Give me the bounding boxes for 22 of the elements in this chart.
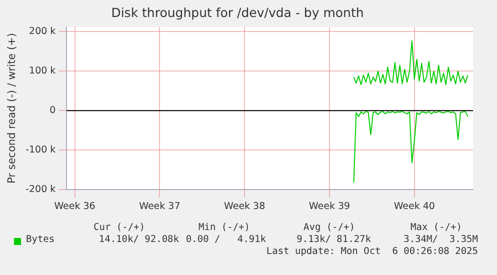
x-tick-label: Week 36 (54, 200, 96, 212)
text: Last update: Mon Oct 6 00:26:08 2025 (266, 246, 478, 257)
x-tick-label: Week 38 (224, 200, 266, 212)
y-tick-label: -200 k (26, 184, 56, 196)
text: Avg (-/+) (304, 222, 355, 233)
x-tick-label: Week 40 (394, 200, 435, 212)
text: 3.34M/ 3.35M (404, 234, 478, 245)
y-axis-title: Pr second read (-) / write (+) (6, 33, 18, 184)
legend-label: Bytes (26, 234, 55, 245)
text: 9.13k/ 81.27k (296, 234, 371, 245)
text: Min (-/+) (198, 222, 250, 233)
text: Max (-/+) (410, 222, 462, 233)
y-tick-label: 100 k (29, 66, 56, 77)
y-tick-label: 200 k (29, 26, 56, 38)
y-tick-label: -100 k (26, 144, 56, 156)
y-tick-label: 0 (50, 105, 56, 116)
text: Cur (-/+) (94, 222, 145, 233)
chart-title: Disk throughput for /dev/vda - by month (111, 4, 364, 20)
text: 14.10k/ 92.08k (98, 234, 179, 245)
text: 0.00 / 4.91k (186, 234, 266, 245)
x-tick-label: Week 39 (308, 200, 350, 212)
x-tick-label: Week 37 (139, 200, 180, 212)
